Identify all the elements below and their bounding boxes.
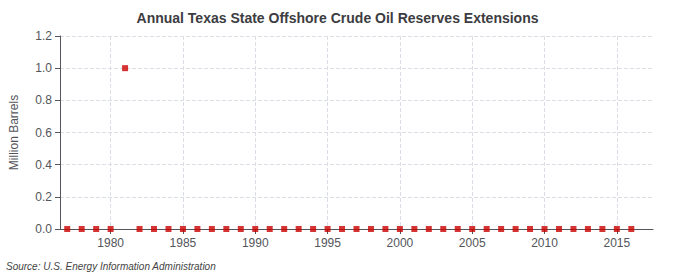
svg-text:2010: 2010 — [531, 236, 558, 250]
svg-text:Source: U.S. Energy Informatio: Source: U.S. Energy Information Administ… — [6, 261, 216, 272]
svg-text:0.0: 0.0 — [35, 222, 52, 236]
svg-text:1990: 1990 — [242, 236, 269, 250]
svg-text:1980: 1980 — [97, 236, 124, 250]
svg-text:1995: 1995 — [314, 236, 341, 250]
svg-text:Million Barrels: Million Barrels — [7, 95, 21, 170]
svg-text:1985: 1985 — [170, 236, 197, 250]
svg-text:0.6: 0.6 — [35, 126, 52, 140]
svg-text:0.2: 0.2 — [35, 190, 52, 204]
svg-text:1.0: 1.0 — [35, 61, 52, 75]
svg-text:2000: 2000 — [387, 236, 414, 250]
svg-text:0.4: 0.4 — [35, 158, 52, 172]
svg-text:2005: 2005 — [459, 236, 486, 250]
svg-text:2015: 2015 — [603, 236, 630, 250]
svg-text:Annual Texas State Offshore Cr: Annual Texas State Offshore Crude Oil Re… — [137, 10, 539, 26]
svg-text:0.8: 0.8 — [35, 93, 52, 107]
svg-text:1.2: 1.2 — [35, 29, 52, 43]
